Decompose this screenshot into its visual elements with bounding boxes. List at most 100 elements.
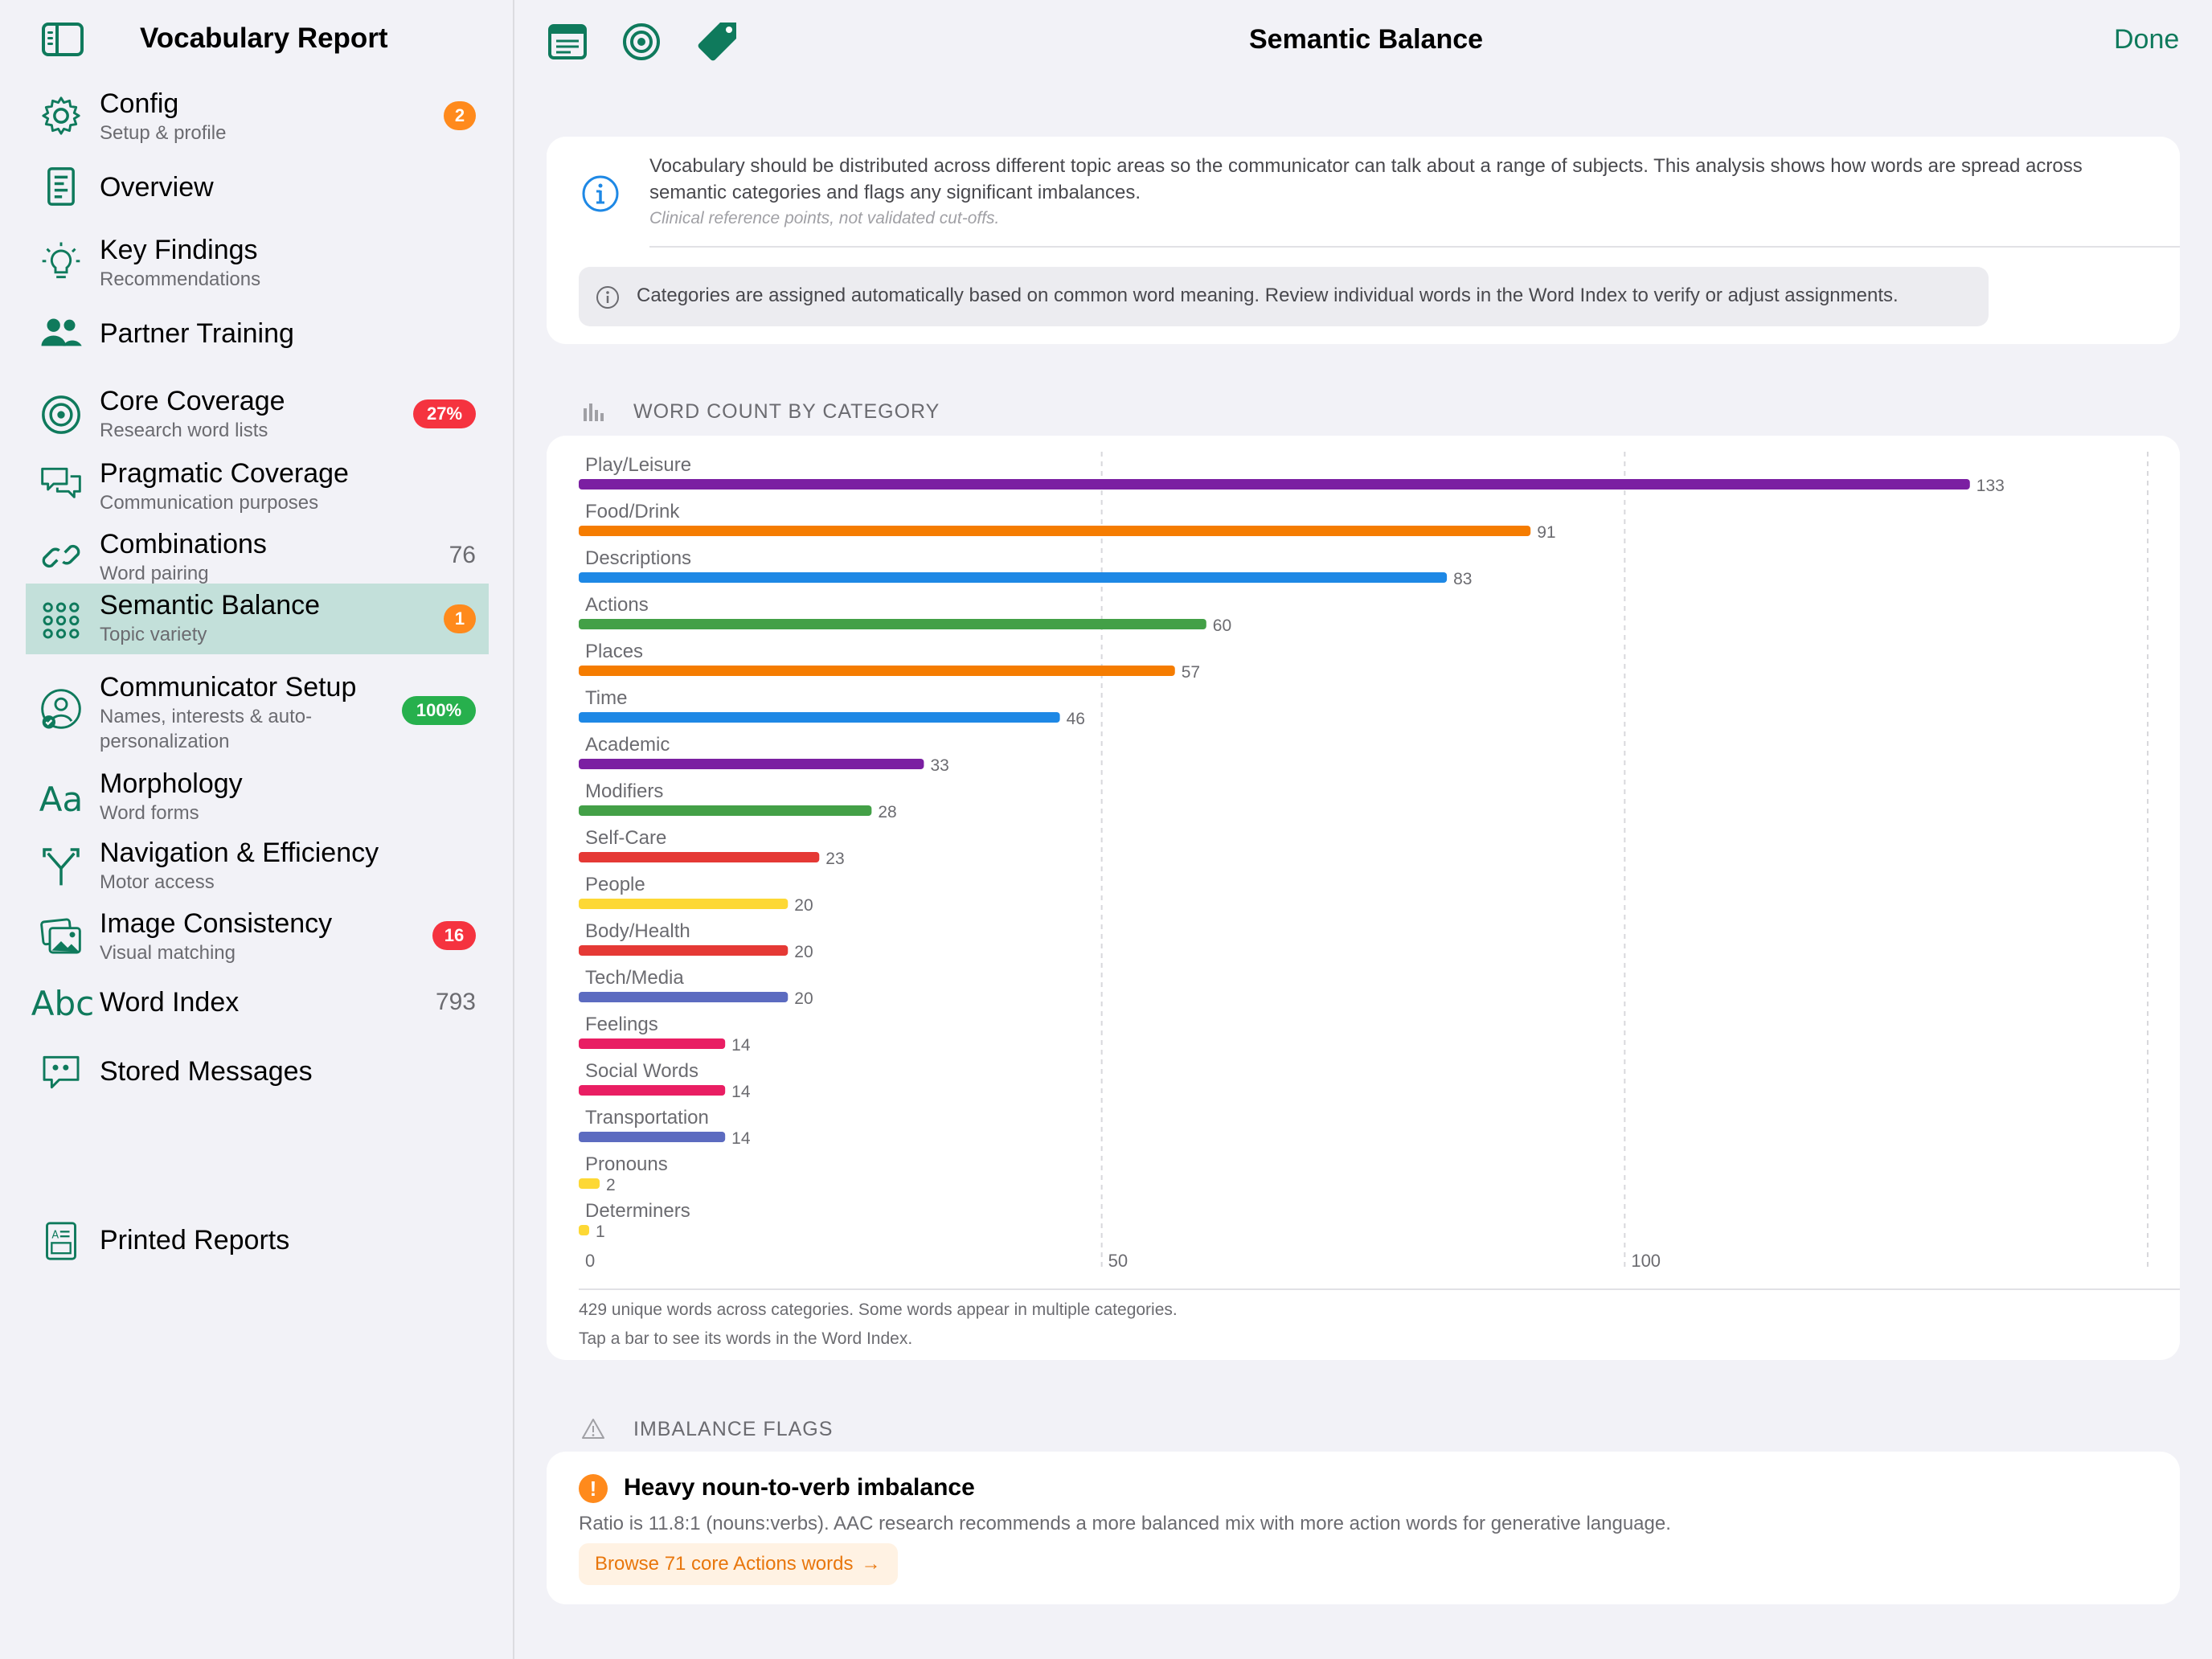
sidebar-item-label: Combinations — [100, 529, 267, 559]
sidebar-item-key-findings[interactable]: Key Findings Recommendations — [26, 222, 489, 302]
sidebar-item-pragmatic-coverage[interactable]: Pragmatic Coverage Communication purpose… — [26, 442, 489, 514]
sidebar-item-navigation[interactable]: Navigation & Efficiency Motor access — [26, 828, 489, 899]
bar-value-label: 14 — [731, 1036, 751, 1055]
combinations-count: 76 — [449, 542, 476, 568]
sidebar-item-combinations[interactable]: Combinations Word pairing 76 — [26, 513, 489, 584]
chart-divider — [579, 1288, 2180, 1290]
sidebar-item-communicator-setup[interactable]: Communicator Setup Names, interests & au… — [26, 654, 489, 757]
sidebar-item-label: Communicator Setup — [100, 672, 357, 703]
sidebar-item-overview[interactable]: Overview — [26, 154, 489, 222]
sidebar-list: Config Setup & profile 2 Overview Key Fi… — [26, 74, 489, 1111]
sidebar-item-label: Overview — [100, 172, 214, 203]
chart-footnote-1: 429 unique words across categories. Some… — [579, 1301, 1178, 1319]
sidebar-item-label: Image Consistency — [100, 908, 333, 939]
bar-category-label: Feelings — [585, 1014, 658, 1035]
sidebar: Vocabulary Report Config Setup & profile… — [0, 0, 514, 1659]
printed-reports-label: Printed Reports — [100, 1225, 290, 1256]
chat-bubbles-icon — [37, 460, 85, 508]
bar-category-label: Tech/Media — [585, 967, 684, 989]
bar-descriptions[interactable] — [579, 572, 1448, 583]
bar-food-drink[interactable] — [579, 526, 1531, 536]
sidebar-item-sub: Word pairing — [100, 563, 209, 584]
sidebar-item-label: Word Index — [100, 987, 240, 1018]
bar-determiners[interactable] — [579, 1225, 590, 1235]
bar-category-label: Body/Health — [585, 920, 690, 942]
sidebar-item-label: Morphology — [100, 768, 243, 799]
bar-feelings[interactable] — [579, 1038, 726, 1049]
x-tick-label: 100 — [1631, 1251, 1661, 1271]
bar-category-label: Actions — [585, 594, 649, 616]
sidebar-item-stored-messages[interactable]: Stored Messages — [26, 1040, 489, 1111]
x-tick-label: 0 — [585, 1251, 595, 1271]
bar-chart-icon — [584, 403, 604, 421]
bar-play-leisure[interactable] — [579, 479, 1970, 490]
communicator-setup-badge: 100% — [402, 696, 476, 725]
target-icon — [37, 391, 85, 439]
sidebar-item-morphology[interactable]: Aa Morphology Word forms — [26, 757, 489, 828]
chart-card: Play/Leisure 133 Food/Drink 91 Descriptions 8… — [547, 436, 2180, 1360]
sidebar-item-partner-training[interactable]: Partner Training — [26, 302, 489, 370]
bar-places[interactable] — [579, 666, 1175, 676]
bar-pronouns[interactable] — [579, 1178, 600, 1189]
info-note: Clinical reference points, not validated… — [649, 209, 1000, 227]
bar-value-label: 57 — [1182, 663, 1200, 682]
sidebar-item-label: Key Findings — [100, 235, 258, 265]
sidebar-item-label: Core Coverage — [100, 386, 285, 416]
chart-footnote-2: Tap a bar to see its words in the Word I… — [579, 1329, 913, 1348]
bar-category-label: Self-Care — [585, 827, 666, 849]
bar-value-label: 20 — [794, 943, 813, 961]
info-icon — [582, 175, 619, 212]
alert-icon: ! — [579, 1474, 608, 1503]
sidebar-item-semantic-balance[interactable]: Semantic Balance Topic variety 1 — [26, 584, 489, 654]
sidebar-item-image-consistency[interactable]: Image Consistency Visual matching 16 — [26, 899, 489, 969]
bar-transportation[interactable] — [579, 1132, 726, 1142]
sidebar-item-sub: Names, interests & auto-personalization — [100, 706, 313, 752]
document-icon — [37, 162, 85, 211]
sidebar-item-label: Pragmatic Coverage — [100, 458, 349, 489]
bar-value-label: 28 — [878, 803, 896, 821]
bar-body-health[interactable] — [579, 945, 789, 956]
target-toolbar-icon[interactable] — [619, 19, 664, 64]
core-coverage-badge: 27% — [413, 399, 476, 428]
warning-triangle-icon — [582, 1419, 604, 1439]
sidebar-item-core-coverage[interactable]: Core Coverage Research word lists 27% — [26, 370, 489, 442]
bar-value-label: 2 — [606, 1176, 616, 1194]
bar-academic[interactable] — [579, 759, 924, 769]
text-abc-icon: Abc — [31, 983, 95, 1023]
sidebar-item-printed-reports[interactable]: A Printed Reports — [26, 1209, 489, 1273]
word-count-header-label: WORD COUNT BY CATEGORY — [633, 400, 940, 423]
bar-tech-media[interactable] — [579, 992, 789, 1002]
bar-category-label: Time — [585, 687, 627, 709]
done-button[interactable]: Done — [2114, 24, 2180, 55]
bar-value-label: 91 — [1537, 523, 1555, 542]
sidebar-toggle-icon[interactable] — [42, 23, 84, 56]
bar-value-label: 14 — [731, 1083, 751, 1101]
bar-category-label: Descriptions — [585, 547, 691, 569]
sidebar-item-sub: Topic variety — [100, 624, 207, 645]
sidebar-item-word-index[interactable]: Abc Word Index 793 — [26, 969, 489, 1040]
bar-time[interactable] — [579, 712, 1060, 723]
bar-value-label: 133 — [1976, 477, 2005, 495]
browse-actions-button[interactable]: Browse 71 core Actions words → — [579, 1543, 899, 1585]
gear-icon — [37, 92, 85, 140]
bar-self-care[interactable] — [579, 852, 820, 862]
word-count-chart[interactable]: Play/Leisure133Food/Drink91Descriptions8… — [547, 436, 2180, 1288]
tag-icon[interactable] — [696, 19, 741, 64]
info-description: Vocabulary should be distributed across … — [649, 155, 2083, 203]
sidebar-item-label: Partner Training — [100, 318, 294, 349]
bar-people[interactable] — [579, 899, 789, 909]
sidebar-item-sub: Word forms — [100, 802, 199, 824]
bar-social-words[interactable] — [579, 1085, 726, 1096]
arrow-right-icon: → — [861, 1553, 881, 1575]
bar-actions[interactable] — [579, 619, 1206, 629]
bar-value-label: 20 — [794, 896, 813, 915]
bar-category-label: Play/Leisure — [585, 454, 691, 476]
report-view-icon[interactable] — [545, 19, 590, 64]
sidebar-item-config[interactable]: Config Setup & profile 2 — [26, 74, 489, 154]
bar-modifiers[interactable] — [579, 805, 872, 816]
quote-bubble-icon — [37, 1048, 85, 1096]
svg-text:A: A — [51, 1230, 59, 1242]
link-icon — [37, 532, 85, 580]
sidebar-item-sub: Setup & profile — [100, 122, 227, 144]
sidebar-item-sub: Communication purposes — [100, 492, 319, 514]
